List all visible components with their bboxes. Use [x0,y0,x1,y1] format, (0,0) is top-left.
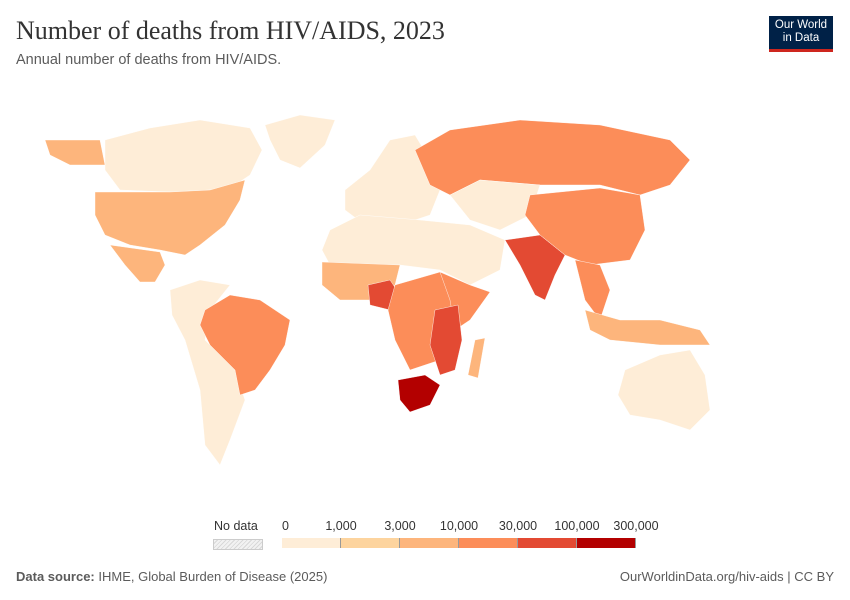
region-Indonesia[interactable] [584,309,711,346]
region-Australia[interactable] [617,349,711,431]
region-Russia[interactable] [414,119,691,196]
region-United States[interactable] [44,139,246,256]
legend-swatch[interactable] [518,538,577,548]
region-South Africa[interactable] [397,374,441,413]
legend-swatch[interactable] [577,538,636,548]
region-Southeast Asia[interactable] [574,259,611,321]
legend-tick-label: 1,000 [325,519,357,533]
region-Mozambique[interactable] [429,304,463,376]
legend-tick-label: 3,000 [384,519,416,533]
legend-tick-label: 300,000 [613,519,659,533]
world-map [44,114,711,466]
region-Madagascar[interactable] [467,337,486,379]
legend-tick-label: 30,000 [498,519,538,533]
region-China[interactable] [524,187,646,266]
chart-title: Number of deaths from HIV/AIDS, 2023 [16,16,445,45]
owid-logo[interactable]: Our World in Data [769,16,833,52]
data-source: Data source: IHME, Global Burden of Dise… [16,569,328,584]
legend-swatch[interactable] [341,538,400,548]
legend-tick-label: 0 [282,519,289,533]
source-url[interactable]: OurWorldinData.org/hiv-aids | CC BY [619,569,834,584]
region-Canada[interactable] [104,119,263,193]
chart-subtitle: Annual number of deaths from HIV/AIDS. [16,52,282,68]
region-Mexico[interactable] [109,244,166,283]
region-Greenland[interactable] [264,114,336,169]
region-South America (other)[interactable] [169,279,246,466]
legend-no-data-label: No data [214,519,258,533]
region-East Africa[interactable] [439,271,491,331]
legend-swatch[interactable] [400,538,459,548]
legend-tick-label: 100,000 [554,519,600,533]
legend-tick-label: 10,000 [439,519,479,533]
legend-swatch[interactable] [282,538,341,548]
legend-swatch[interactable] [459,538,518,548]
legend-no-data-swatch [213,539,263,550]
region-Brazil[interactable] [199,294,291,396]
